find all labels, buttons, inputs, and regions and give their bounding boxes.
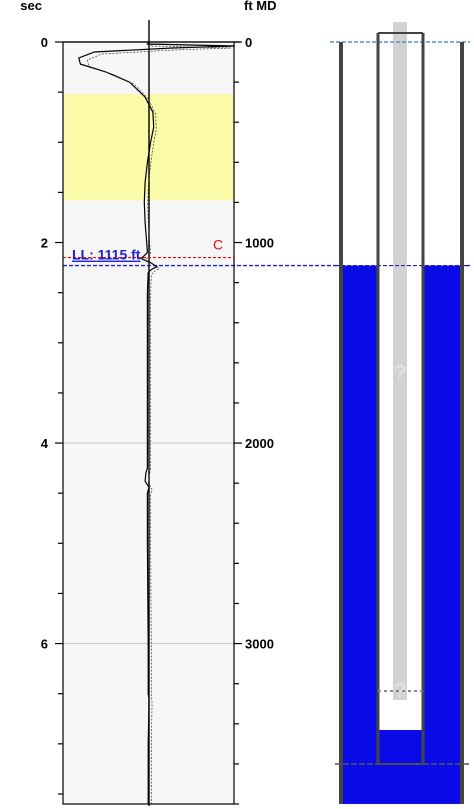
left-axis-label: sec [20, 0, 42, 13]
right-axis-label: ft MD [244, 0, 277, 13]
right-axis-tick-label: 3000 [245, 637, 274, 652]
plot-frame [62, 41, 235, 805]
right-axis-tick-label: 1000 [245, 236, 274, 251]
left-axis: sec 0 2 4 6 [20, 0, 63, 795]
rod-string [393, 22, 407, 700]
liquid-level-label: LL: 1115 ft [72, 247, 141, 263]
acoustic-trace [78, 41, 235, 804]
left-axis-tick-label: 0 [41, 35, 48, 50]
acoustic-trace-ghost [86, 43, 231, 806]
collar-marker-label: C [213, 237, 223, 253]
left-axis-tick-label: 4 [41, 436, 49, 451]
unknown-mark: ? [394, 362, 405, 384]
right-axis: ft MD 0 1000 2000 3000 [234, 0, 277, 805]
right-axis-tick-label: 0 [245, 35, 252, 50]
wellbore-schematic: ? ? [330, 22, 470, 804]
unknown-mark: ? [394, 680, 405, 702]
left-axis-tick-label: 2 [41, 236, 48, 251]
right-axis-tick-label: 2000 [245, 436, 274, 451]
left-axis-tick-label: 6 [41, 637, 48, 652]
